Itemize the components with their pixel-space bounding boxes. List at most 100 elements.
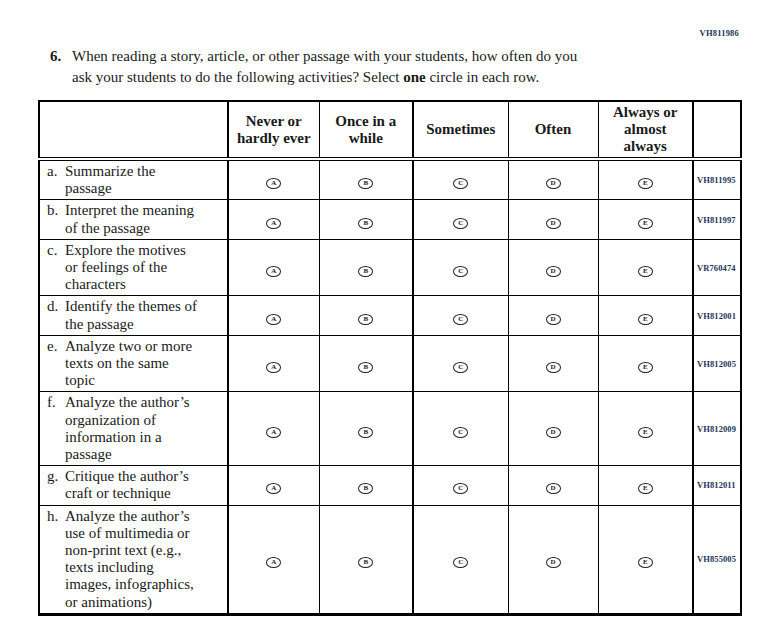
option-circle-a[interactable]: A [266, 483, 281, 494]
option-circle-b[interactable]: B [358, 557, 373, 568]
header-always: Always or almost always [598, 101, 693, 159]
option-circle-d[interactable]: D [546, 362, 561, 373]
option-circle-a[interactable]: A [266, 178, 281, 189]
activity-label: b.Interpret the meaning of the passage [39, 200, 228, 239]
option-circle-a[interactable]: A [266, 266, 281, 277]
table-row: g.Critique the author’s craft or techniq… [39, 466, 741, 505]
option-circle-e[interactable]: E [638, 483, 653, 494]
option-cell: D [508, 296, 598, 335]
option-circle-c[interactable]: C [453, 266, 468, 277]
question-bold-word: one [403, 69, 426, 85]
option-circle-e[interactable]: E [638, 178, 653, 189]
option-cell: B [319, 335, 413, 392]
option-cell: C [413, 505, 508, 614]
option-circle-b[interactable]: B [358, 314, 373, 325]
row-letter: c. [47, 242, 65, 294]
option-circle-e[interactable]: E [638, 218, 653, 229]
option-cell: A [228, 296, 319, 335]
option-cell: A [228, 159, 319, 200]
table-body: a.Summarize the passageABCDEVH811995b.In… [39, 159, 741, 614]
item-code: VH812001 [693, 296, 741, 335]
option-cell: B [319, 505, 413, 614]
item-code: VR760474 [693, 239, 741, 296]
option-cell: C [413, 159, 508, 200]
activity-label: d.Identify the themes of the passage [39, 296, 228, 335]
option-circle-a[interactable]: A [266, 557, 281, 568]
option-circle-d[interactable]: D [546, 483, 561, 494]
option-cell: E [598, 239, 693, 296]
option-circle-d[interactable]: D [546, 218, 561, 229]
option-cell: C [413, 296, 508, 335]
option-cell: B [319, 392, 413, 466]
activity-label: e.Analyze two or more texts on the same … [39, 335, 228, 392]
question-number: 6. [50, 46, 72, 67]
form-code: VH811986 [700, 28, 739, 38]
activity-label: h.Analyze the author’s use of multimedia… [39, 505, 228, 614]
option-circle-c[interactable]: C [453, 178, 468, 189]
option-circle-c[interactable]: C [453, 218, 468, 229]
option-circle-e[interactable]: E [638, 266, 653, 277]
row-letter: g. [47, 468, 65, 502]
option-circle-d[interactable]: D [546, 178, 561, 189]
option-circle-e[interactable]: E [638, 314, 653, 325]
option-circle-c[interactable]: C [453, 427, 468, 438]
option-cell: B [319, 296, 413, 335]
option-cell: D [508, 505, 598, 614]
option-circle-d[interactable]: D [546, 427, 561, 438]
question-block: 6. When reading a story, article, or oth… [50, 46, 672, 88]
option-circle-b[interactable]: B [358, 178, 373, 189]
option-cell: A [228, 392, 319, 466]
table-header: Never or hardly ever Once in a while Som… [39, 101, 741, 159]
table-row: b.Interpret the meaning of the passage A B… [39, 200, 741, 239]
option-cell: C [413, 239, 508, 296]
option-circle-b[interactable]: B [358, 427, 373, 438]
item-code: VH811997 [693, 200, 741, 239]
activity-label-text: Summarize the passage [65, 163, 155, 197]
option-cell: D [508, 159, 598, 200]
activity-label-text: Interpret the meaning of the passage [65, 202, 194, 236]
header-sometimes: Sometimes [413, 101, 508, 159]
header-often: Often [508, 101, 598, 159]
option-circle-c[interactable]: C [453, 557, 468, 568]
option-cell: E [598, 335, 693, 392]
option-circle-c[interactable]: C [453, 483, 468, 494]
option-circle-a[interactable]: A [266, 362, 281, 373]
option-cell: C [413, 200, 508, 239]
option-circle-c[interactable]: C [453, 314, 468, 325]
question-text-part2: circle in each row. [426, 69, 540, 85]
option-cell: B [319, 200, 413, 239]
activity-label-text: Explore the motives or feelings of the c… [65, 242, 186, 294]
row-letter: d. [47, 298, 65, 332]
option-cell: D [508, 392, 598, 466]
item-code: VH812011 [693, 466, 741, 505]
option-circle-b[interactable]: B [358, 218, 373, 229]
option-circle-d[interactable]: D [546, 557, 561, 568]
activity-label: f.Analyze the author’s organization of i… [39, 392, 228, 466]
option-cell: E [598, 296, 693, 335]
option-cell: D [508, 239, 598, 296]
activity-label-text: Analyze the author’s use of multimedia o… [65, 508, 194, 611]
option-circle-a[interactable]: A [266, 218, 281, 229]
option-cell: A [228, 335, 319, 392]
activities-table: Never or hardly ever Once in a while Som… [38, 100, 742, 616]
option-circle-d[interactable]: D [546, 266, 561, 277]
option-circle-b[interactable]: B [358, 483, 373, 494]
option-cell: A [228, 505, 319, 614]
option-circle-b[interactable]: B [358, 266, 373, 277]
row-letter: a. [47, 163, 65, 197]
option-circle-e[interactable]: E [638, 362, 653, 373]
option-circle-d[interactable]: D [546, 314, 561, 325]
table-row: a.Summarize the passageABCDEVH811995 [39, 159, 741, 200]
option-cell: C [413, 392, 508, 466]
option-cell: B [319, 159, 413, 200]
activity-label-text: Identify the themes of the passage [65, 298, 197, 332]
option-circle-a[interactable]: A [266, 427, 281, 438]
survey-page: { "page": { "form_code": "VH811986" }, "… [0, 0, 763, 626]
option-circle-b[interactable]: B [358, 362, 373, 373]
activity-label-text: Analyze two or more texts on the same to… [65, 338, 192, 390]
option-circle-c[interactable]: C [453, 362, 468, 373]
option-cell: E [598, 392, 693, 466]
option-circle-e[interactable]: E [638, 557, 653, 568]
option-circle-a[interactable]: A [266, 314, 281, 325]
option-circle-e[interactable]: E [638, 427, 653, 438]
